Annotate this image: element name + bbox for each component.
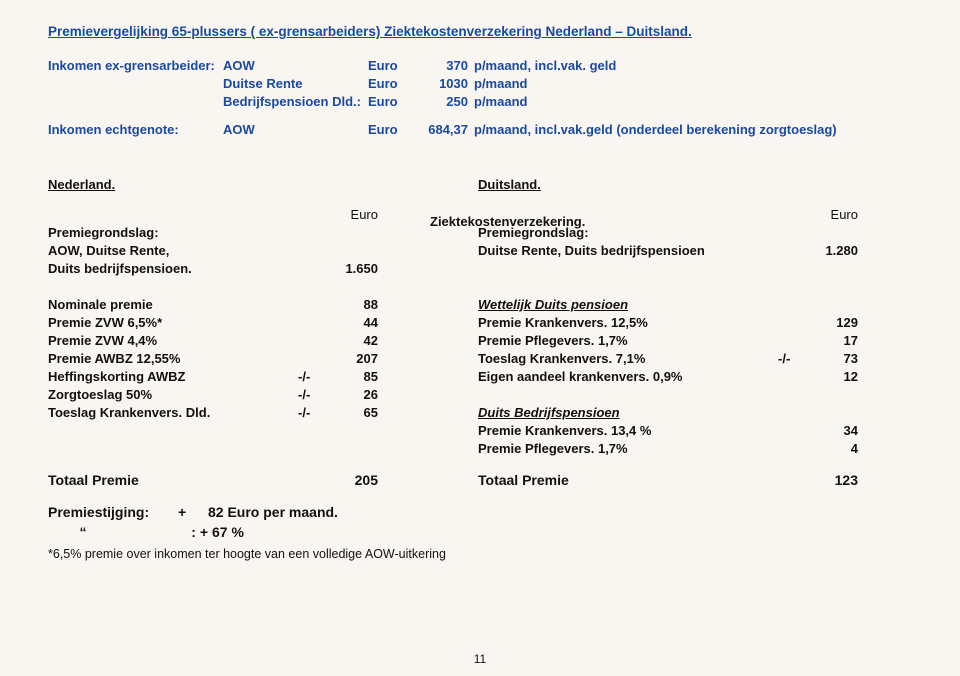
note: p/maand: [474, 93, 920, 111]
nl-line-lbl: Nominale premie: [48, 296, 298, 314]
note: p/maand: [474, 75, 920, 93]
de-line-lbl: Toeslag Krankenvers. 7,1%: [478, 350, 778, 368]
nl-line-val: 85: [328, 368, 378, 386]
sign: -/-: [778, 350, 808, 368]
de-group-head: Wettelijk Duits pensioen: [478, 296, 778, 314]
de-basis-lbl: Duitse Rente, Duits bedrijfspensioen: [478, 242, 778, 260]
de-head: Duitsland.: [478, 177, 920, 192]
amt: 250: [413, 93, 474, 111]
de-line-val: 73: [808, 350, 858, 368]
ditto: “: [48, 522, 118, 542]
nl-line-lbl: Zorgtoeslag 50%: [48, 386, 298, 404]
totals-row: Totaal Premie 205 Totaal Premie 123: [48, 472, 920, 488]
de-line-lbl: Eigen aandeel krankenvers. 0,9%: [478, 368, 778, 386]
de-line-val: 129: [808, 314, 858, 332]
src: Bedrijfspensioen Dld.:: [223, 93, 368, 111]
plus: : +: [118, 522, 212, 542]
amt: 370: [413, 57, 474, 75]
page-title: Premievergelijking 65-plussers ( ex-gren…: [48, 24, 920, 39]
euro-head: Euro: [328, 206, 378, 224]
footnote: *6,5% premie over inkomen ter hoogte van…: [48, 544, 920, 564]
total-lbl: Totaal Premie: [478, 472, 778, 488]
nl-line-val: 26: [328, 386, 378, 404]
sign: -/-: [298, 368, 328, 386]
income-block: Inkomen ex-grensarbeider: AOW Euro 370 p…: [48, 57, 920, 139]
de-line-val: 4: [808, 440, 858, 458]
nl-basis-lbl: Duits bedrijfspensioen.: [48, 260, 298, 278]
cur: Euro: [368, 121, 413, 139]
stijg-val: 67 %: [212, 522, 244, 542]
total-lbl: Totaal Premie: [48, 472, 298, 488]
de-line-lbl: Premie Krankenvers. 12,5%: [478, 314, 778, 332]
premiestijging: Premiestijging: + 82 Euro per maand. “ :…: [48, 502, 920, 564]
de-group-head: Duits Bedrijfspensioen: [478, 404, 778, 422]
src: Duitse Rente: [223, 75, 368, 93]
sign: -/-: [298, 386, 328, 404]
nl-lines: Nominale premie 88 Premie ZVW 6,5%* 44 Pre…: [48, 296, 478, 458]
de-line-lbl: Premie Krankenvers. 13,4 %: [478, 422, 778, 440]
nl-line-lbl: Toeslag Krankenvers. Dld.: [48, 404, 298, 422]
nl-line-lbl: Heffingskorting AWBZ: [48, 368, 298, 386]
amt: 684,37: [413, 121, 474, 139]
amt: 1030: [413, 75, 474, 93]
de-line-val: 34: [808, 422, 858, 440]
sign: [298, 350, 328, 368]
de-basis-val: 1.280: [808, 242, 858, 260]
nl-basis-val: 1.650: [328, 260, 378, 278]
nl-line-val: 42: [328, 332, 378, 350]
page-number: 11: [0, 652, 960, 666]
nl-head: Nederland.: [48, 177, 478, 192]
section-header: Ziektekostenverzekering.: [430, 214, 585, 229]
euro-head: Euro: [808, 206, 858, 224]
nl-basis-lbl: AOW, Duitse Rente,: [48, 242, 298, 260]
nl-line-lbl: Premie AWBZ 12,55%: [48, 350, 298, 368]
note: p/maand, incl.vak.geld (onderdeel bereke…: [474, 121, 920, 139]
nl-basis-lbl: Premiegrondslag:: [48, 224, 298, 242]
nl-line-val: 44: [328, 314, 378, 332]
de-line-val: 12: [808, 368, 858, 386]
cur: Euro: [368, 57, 413, 75]
lbl-echt: Inkomen echtgenote:: [48, 121, 223, 139]
sign: [778, 332, 808, 350]
de-line-lbl: Premie Pflegevers. 1,7%: [478, 332, 778, 350]
stijg-lbl: Premiestijging:: [48, 502, 178, 522]
total-nl: 205: [328, 472, 378, 488]
sign: [778, 440, 808, 458]
de-lines: Wettelijk Duits pensioen Premie Krankenv…: [478, 296, 920, 458]
note: p/maand, incl.vak. geld: [474, 57, 920, 75]
sign: -/-: [298, 404, 328, 422]
cur: Euro: [368, 75, 413, 93]
sign: [778, 314, 808, 332]
sign: [298, 314, 328, 332]
nl-line-lbl: Premie ZVW 4,4%: [48, 332, 298, 350]
total-de: 123: [808, 472, 858, 488]
de-line-val: 17: [808, 332, 858, 350]
sign: [298, 296, 328, 314]
sign: [298, 332, 328, 350]
src: AOW: [223, 121, 368, 139]
nl-line-val: 207: [328, 350, 378, 368]
nl-line-val: 65: [328, 404, 378, 422]
nl-line-val: 88: [328, 296, 378, 314]
de-line-lbl: Premie Pflegevers. 1,7%: [478, 440, 778, 458]
stijg-val: 82 Euro per maand.: [208, 502, 338, 522]
plus: +: [178, 502, 208, 522]
sign: [778, 368, 808, 386]
nl-line-lbl: Premie ZVW 6,5%*: [48, 314, 298, 332]
cur: Euro: [368, 93, 413, 111]
lbl-ex: Inkomen ex-grensarbeider:: [48, 57, 223, 75]
sign: [778, 422, 808, 440]
src: AOW: [223, 57, 368, 75]
